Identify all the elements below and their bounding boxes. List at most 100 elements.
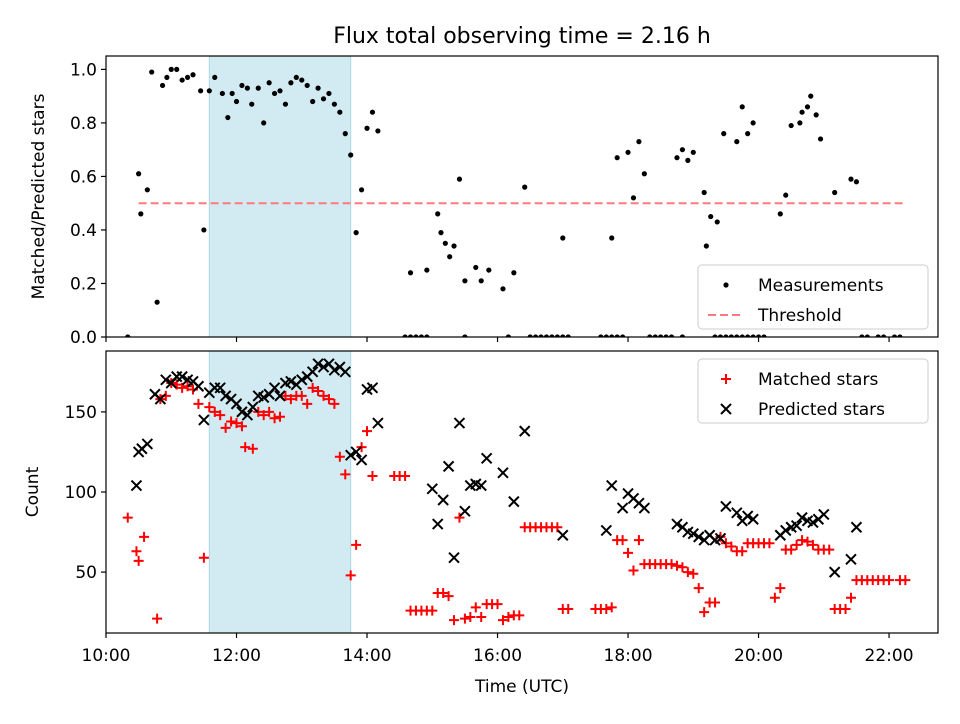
matched-star-point bbox=[824, 544, 835, 555]
measurement-point bbox=[625, 149, 631, 155]
measurement-point bbox=[293, 74, 299, 81]
matched-star-point bbox=[454, 512, 465, 523]
predicted-star-point bbox=[790, 519, 803, 532]
matched-star-point bbox=[601, 603, 612, 614]
matched-star-point bbox=[367, 470, 378, 481]
measurement-point bbox=[734, 334, 740, 337]
measurement-point bbox=[424, 267, 430, 273]
measurement-point bbox=[402, 334, 408, 337]
measurement-point bbox=[630, 195, 637, 201]
predicted-star-point bbox=[192, 380, 205, 392]
matched-star-point bbox=[340, 469, 351, 480]
predicted-star-point bbox=[432, 518, 444, 530]
matched-star-point bbox=[682, 567, 693, 578]
measurement-point bbox=[229, 90, 235, 97]
measurement-point bbox=[712, 334, 718, 337]
matched-star-point bbox=[240, 442, 251, 453]
x-tick-label: 14:00 bbox=[343, 646, 392, 666]
measurement-point bbox=[875, 334, 881, 337]
matched-star-point bbox=[775, 583, 786, 594]
predicted-star-point bbox=[312, 358, 324, 370]
matched-star-point bbox=[786, 544, 797, 555]
matched-star-point bbox=[503, 611, 514, 622]
matched-star-point bbox=[198, 552, 209, 563]
predicted-star-point bbox=[519, 425, 531, 437]
matched-star-point bbox=[209, 406, 220, 417]
measurement-point bbox=[364, 125, 370, 131]
measurement-point bbox=[473, 264, 479, 271]
measurement-point bbox=[451, 243, 457, 249]
measurement-point bbox=[714, 219, 720, 225]
legend-label: Threshold bbox=[757, 306, 842, 326]
measurement-point bbox=[864, 334, 870, 337]
matched-star-point bbox=[236, 421, 247, 432]
predicted-star-point bbox=[747, 513, 759, 525]
measurement-point bbox=[609, 334, 615, 337]
predicted-star-point bbox=[219, 390, 232, 402]
predicted-star-point bbox=[714, 532, 727, 545]
matched-star-point bbox=[220, 422, 231, 433]
legend-label: Predicted stars bbox=[758, 400, 885, 420]
measurement-point bbox=[375, 128, 381, 134]
matched-star-point bbox=[769, 592, 780, 603]
predicted-star-point bbox=[306, 366, 319, 378]
measurement-point bbox=[149, 69, 155, 75]
measurement-point bbox=[663, 334, 669, 337]
measurement-point bbox=[164, 74, 170, 81]
measurement-point bbox=[337, 109, 343, 115]
predicted-star-point bbox=[317, 361, 330, 373]
predicted-star-point bbox=[268, 382, 281, 394]
matched-star-point bbox=[264, 406, 275, 417]
matched-star-point bbox=[334, 451, 345, 462]
measurement-point bbox=[212, 74, 218, 81]
matched-star-point bbox=[275, 411, 286, 422]
measurement-point bbox=[438, 230, 444, 236]
measurement-point bbox=[717, 334, 724, 337]
measurement-point bbox=[598, 334, 604, 337]
measurement-point bbox=[708, 213, 714, 220]
matched-star-point bbox=[193, 398, 204, 409]
predicted-star-point bbox=[600, 524, 612, 537]
matched-star-point bbox=[258, 410, 269, 421]
measurement-point bbox=[154, 299, 160, 305]
x-tick-label: 18:00 bbox=[604, 646, 653, 666]
matched-star-point bbox=[400, 470, 411, 481]
matched-star-point bbox=[791, 539, 802, 550]
predicted-star-point bbox=[687, 527, 700, 540]
measurement-point bbox=[500, 286, 506, 292]
matched-star-point bbox=[900, 575, 911, 586]
matched-star-point bbox=[345, 570, 356, 581]
predicted-star-point bbox=[236, 406, 248, 418]
matched-star-point bbox=[307, 382, 318, 393]
measurement-point bbox=[462, 278, 468, 284]
matched-star-point bbox=[470, 602, 481, 613]
measurement-point bbox=[304, 82, 310, 89]
measurement-point bbox=[652, 334, 658, 337]
matched-star-point bbox=[362, 426, 373, 437]
matched-star-point bbox=[356, 442, 367, 453]
chart-title: Flux total observing time = 2.16 h bbox=[333, 24, 711, 49]
measurement-point bbox=[614, 334, 620, 337]
measurement-point bbox=[190, 72, 196, 78]
predicted-star-point bbox=[741, 510, 754, 522]
measurement-point bbox=[750, 120, 756, 126]
predicted-star-point bbox=[480, 452, 493, 465]
predicted-star-point bbox=[845, 553, 857, 566]
measurement-point bbox=[348, 152, 354, 158]
predicted-star-point bbox=[355, 454, 368, 466]
matched-star-point bbox=[699, 607, 710, 618]
matched-star-point bbox=[152, 613, 163, 624]
measurement-point bbox=[522, 184, 528, 190]
measurement-point bbox=[219, 90, 225, 97]
measurement-point bbox=[881, 334, 887, 337]
x-tick-label: 22:00 bbox=[865, 646, 914, 666]
predicted-star-point bbox=[426, 483, 438, 495]
measurement-point bbox=[138, 211, 144, 217]
matched-star-point bbox=[884, 575, 895, 586]
measurement-point bbox=[817, 136, 824, 142]
matched-star-point bbox=[280, 390, 291, 401]
matched-star-point bbox=[807, 539, 818, 550]
predicted-star-point bbox=[285, 375, 297, 388]
measurement-point bbox=[799, 109, 805, 115]
matched-star-point bbox=[231, 418, 242, 429]
